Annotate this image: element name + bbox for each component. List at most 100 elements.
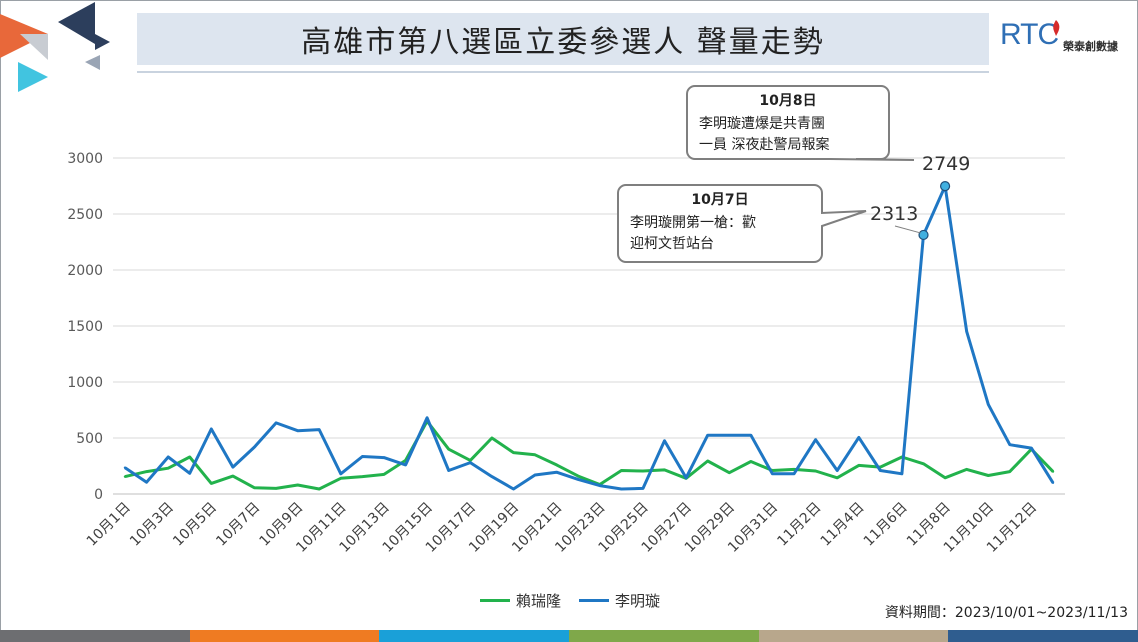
legend-line-lai [480,599,510,602]
data-point [620,469,623,472]
legend-item-lai: 賴瑞隆 [480,590,561,611]
x-tick-label: 11月6日 [861,500,911,550]
x-tick-label: 10月5日 [170,500,220,550]
data-point [728,434,731,437]
data-point [425,416,429,420]
callout-line-oct7: 李明璇開第一槍：歡 [630,214,756,231]
data-point [296,429,299,432]
callout-box-oct8 [686,85,915,161]
data-point [857,436,860,439]
deco-triangle-gray [20,34,48,60]
data-point [166,467,170,470]
data-point [533,473,537,477]
title-banner: 高雄市第八選區立委參選人 聲量走勢 [137,13,989,65]
bottom-bar-segment [569,630,759,642]
data-point [145,470,148,473]
data-point [835,476,839,479]
data-point [879,469,882,472]
data-point [965,330,968,333]
data-point [987,403,990,406]
peak-marker-2749 [939,181,951,192]
data-point [1051,481,1055,484]
data-point [339,472,343,476]
data-point [253,486,256,490]
legend-line-li [579,599,610,602]
data-point [641,487,645,490]
x-tick-label: 10月3日 [127,500,177,550]
corner-decoration [0,2,110,92]
data-point [598,484,601,487]
data-point [857,464,860,467]
data-point [943,476,947,479]
legend-label-lai: 賴瑞隆 [516,592,562,610]
data-point [382,456,386,459]
series-line-li [124,184,1055,491]
data-point [404,463,407,467]
y-tick-label: 2000 [67,263,103,279]
data-point [274,487,278,490]
data-point [1030,446,1033,450]
callout-title-oct8: 10月8日 [759,93,816,109]
data-point [318,487,321,491]
data-point [900,472,904,476]
y-tick-label: 1000 [67,375,103,391]
data-point [706,434,709,437]
series-lines [123,184,1055,491]
data-point [253,445,256,449]
data-point [749,434,753,437]
data-point [123,466,127,469]
data-point [361,475,364,478]
data-point [166,455,170,459]
callout-title-oct7: 10月7日 [691,192,748,208]
page-title: 高雄市第八選區立委參選人 聲量走勢 [301,25,825,60]
data-point [706,459,709,463]
data-point [684,476,688,479]
x-tick-label: 10月7日 [213,500,263,550]
data-point [533,453,537,456]
logo-text: 榮泰創數據 [1063,40,1118,53]
data-point [1008,443,1012,446]
data-point [210,427,213,431]
title-divider [137,71,989,73]
data-point [814,438,817,441]
bottom-bar-segment [758,630,949,642]
data-point [835,469,839,472]
data-period-note: 資料期間：2023/10/01~2023/11/13 [884,605,1128,621]
logo-brand: RTC [1000,18,1059,51]
data-point [231,465,235,469]
y-axis-ticks: 0 500 1000 1500 2000 2500 3000 [67,151,103,503]
data-point [361,455,364,458]
data-point [188,455,191,459]
bottom-color-bar [0,630,1138,642]
data-point [296,483,299,487]
series-line-lai [124,419,1055,491]
data-point [512,487,515,491]
company-logo: RTC 榮泰創數據 [1000,18,1130,58]
data-point [663,439,666,442]
data-point [274,421,278,425]
bottom-bar-segment [0,630,190,642]
deco-triangle-cyan [18,62,48,92]
deco-triangle-lightgray [85,55,100,70]
data-point [210,482,213,485]
data-point [318,428,321,431]
legend-item-li: 李明璇 [579,590,660,611]
y-tick-label: 500 [76,431,103,447]
data-point [922,462,925,465]
x-tick-label: 11月2日 [774,500,824,550]
data-point [555,463,558,467]
data-point [620,487,623,491]
data-point [188,472,191,475]
data-point [987,474,990,477]
bottom-bar-segment [379,630,570,642]
data-point [814,469,817,473]
data-point [145,481,148,484]
data-point [555,470,558,474]
data-point [123,475,127,478]
data-point [490,436,494,440]
data-point [339,477,343,480]
callout-line-oct8: 李明璇遭爆是共青團 [699,116,825,132]
data-point [382,473,386,476]
